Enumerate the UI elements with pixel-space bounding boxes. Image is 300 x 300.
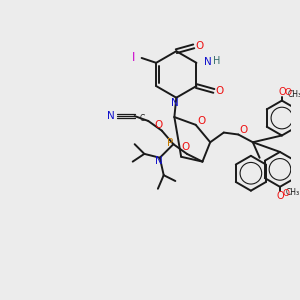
Text: O: O [276, 191, 284, 201]
Text: O: O [197, 116, 206, 126]
Text: C: C [140, 113, 145, 122]
Text: O: O [181, 142, 189, 152]
Text: N: N [172, 98, 179, 107]
Text: H: H [213, 56, 220, 66]
Text: O: O [284, 88, 291, 97]
Text: CH₃: CH₃ [287, 90, 300, 99]
Text: N: N [106, 111, 114, 121]
Text: P: P [167, 138, 174, 148]
Text: O: O [195, 41, 204, 51]
Text: I: I [132, 50, 136, 64]
Text: O: O [155, 120, 163, 130]
Text: O: O [239, 125, 247, 135]
Text: N: N [204, 57, 212, 67]
Text: O: O [216, 86, 224, 96]
Text: O: O [282, 189, 289, 198]
Text: N: N [155, 156, 163, 166]
Text: CH₃: CH₃ [286, 188, 300, 197]
Text: O: O [278, 87, 286, 97]
